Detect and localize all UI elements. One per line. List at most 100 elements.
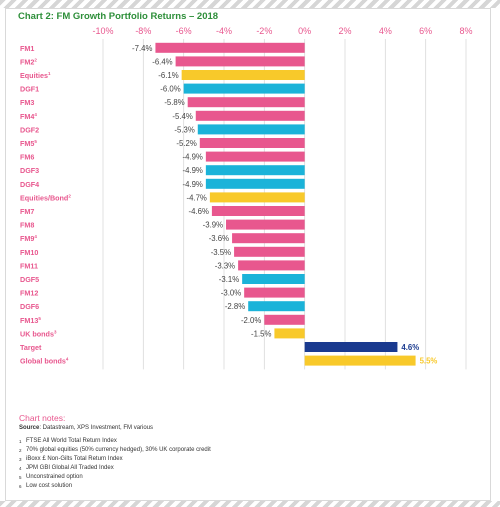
- x-tick-label: -4%: [216, 26, 232, 36]
- bar: [205, 151, 305, 162]
- value-label: -5.4%: [172, 112, 192, 121]
- value-label: -4.6%: [189, 207, 209, 216]
- footnote-mark: 3: [19, 457, 22, 462]
- footnote-5: 5 Unconstrained option: [19, 473, 211, 482]
- footnote-4: 4 JPM GBI Global All Traded Index: [19, 464, 211, 473]
- category-label: DGF1: [20, 85, 39, 94]
- x-tick-label: 0%: [298, 26, 311, 36]
- footnote-text: Low cost solution: [26, 483, 73, 489]
- footnote-3: 3 iBoxx £ Non-Gilts Total Return Index: [19, 455, 211, 464]
- category-label: Equities1: [20, 71, 51, 80]
- footnote-text: FTSE All World Total Return Index: [26, 438, 117, 444]
- footnote-mark: 2: [19, 448, 22, 453]
- chart-title: Chart 2: FM Growth Portfolio Returns – 2…: [18, 11, 219, 22]
- category-label: DGF6: [20, 302, 39, 311]
- bar: [195, 110, 305, 121]
- value-label: -4.7%: [187, 193, 207, 202]
- category-label: FM1: [20, 44, 34, 53]
- bar: [199, 138, 305, 148]
- category-label: FM10: [20, 248, 38, 257]
- footnote-text: Unconstrained option: [26, 474, 83, 480]
- category-label: FM94: [20, 234, 37, 243]
- bar: [187, 97, 305, 108]
- value-label: -6.0%: [160, 85, 180, 94]
- bar: [183, 83, 305, 94]
- x-tick-label: -8%: [135, 26, 151, 36]
- value-label: -5.8%: [164, 98, 184, 107]
- category-label: DGF5: [20, 275, 39, 284]
- category-label: FM11: [20, 261, 38, 270]
- value-label: 4.6%: [401, 343, 419, 352]
- category-label: FM8: [20, 221, 34, 230]
- bar-chart: -10% -8% -6% -4% -2% 0% 2% 4% 6% 8% FM1 -7.4% FM22 -6…: [20, 26, 473, 370]
- x-tick-label: 6%: [419, 26, 432, 36]
- category-label: FM3: [20, 98, 34, 107]
- footnote-mark: 5: [19, 475, 22, 480]
- footnote-text: JPM GBI Global All Traded Index: [26, 465, 114, 471]
- x-tick-label: -6%: [176, 26, 192, 36]
- chart-notes-title: Chart notes:: [19, 413, 66, 423]
- bar: [226, 219, 305, 230]
- value-label: 5.5%: [420, 357, 438, 366]
- value-label: -4.9%: [182, 180, 202, 189]
- value-label: -2.8%: [225, 302, 245, 311]
- bar: [238, 260, 305, 271]
- bar: [242, 274, 305, 284]
- value-label: -5.2%: [176, 139, 196, 148]
- value-label: -1.5%: [251, 329, 271, 338]
- value-label: -4.9%: [182, 153, 202, 162]
- bar: [244, 287, 305, 298]
- value-label: -6.4%: [152, 57, 172, 66]
- category-label: FM6: [20, 153, 34, 162]
- bar: [304, 355, 416, 366]
- bottom-decorative-stripe: [0, 501, 500, 507]
- category-label: FM12: [20, 289, 38, 298]
- bar: [248, 301, 305, 312]
- footnote-mark: 1: [19, 439, 22, 444]
- footnote-text: iBoxx £ Non-Gilts Total Return Index: [26, 456, 123, 462]
- bar: [209, 192, 305, 203]
- chart-frame: Chart 2: FM Growth Portfolio Returns – 2…: [5, 8, 491, 501]
- category-label: DGF4: [20, 180, 39, 189]
- value-label: -5.3%: [174, 125, 194, 134]
- x-tick-label: 4%: [379, 26, 392, 36]
- category-label: FM22: [20, 57, 37, 66]
- x-tick-label: 2%: [338, 26, 351, 36]
- bar: [205, 178, 305, 189]
- source-text: : Datastream, XPS Investment, FM various: [39, 425, 154, 431]
- category-label: Equities/Bond2: [20, 193, 71, 202]
- bar: [234, 246, 305, 257]
- footnote-mark: 6: [19, 484, 22, 489]
- chart-notes: Chart notes: Source: Datastream, XPS Inv…: [19, 413, 211, 491]
- bar: [274, 328, 305, 339]
- value-label: -3.1%: [219, 275, 239, 284]
- bar: [211, 206, 305, 216]
- footnote-text: 70% global equities (50% currency hedged…: [26, 447, 211, 453]
- bar: [232, 233, 305, 244]
- bar: [197, 124, 305, 135]
- value-label: -3.5%: [211, 248, 231, 257]
- top-decorative-stripe: [0, 0, 500, 8]
- footnote-2: 2 70% global equities (50% currency hedge…: [19, 446, 211, 455]
- category-label: FM7: [20, 207, 34, 216]
- bar: [181, 70, 305, 80]
- x-tick-label: -2%: [256, 26, 272, 36]
- value-label: -6.1%: [158, 71, 178, 80]
- category-label: Global bonds4: [20, 357, 69, 366]
- value-label: -3.0%: [221, 289, 241, 298]
- category-label: UK bonds3: [20, 329, 57, 338]
- footnote-mark: 4: [19, 466, 22, 471]
- value-label: -3.3%: [215, 261, 235, 270]
- value-label: -2.0%: [241, 316, 261, 325]
- category-label: Target: [20, 343, 42, 352]
- bar: [155, 42, 305, 53]
- chart-notes-source: Source: Datastream, XPS Investment, FM v…: [19, 424, 211, 433]
- value-label: -4.9%: [182, 166, 202, 175]
- bar: [175, 56, 305, 67]
- value-label: -3.9%: [203, 221, 223, 230]
- bar: [264, 314, 305, 325]
- category-label: DGF3: [20, 166, 39, 175]
- value-label: -7.4%: [132, 44, 152, 53]
- footnote-6: 6 Low cost solution: [19, 482, 211, 491]
- bar: [205, 165, 305, 176]
